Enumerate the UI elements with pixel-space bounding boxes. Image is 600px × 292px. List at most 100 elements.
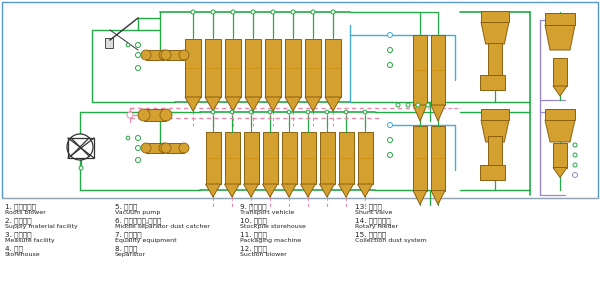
Polygon shape bbox=[301, 184, 316, 197]
Circle shape bbox=[388, 32, 392, 37]
Circle shape bbox=[388, 138, 392, 142]
Bar bbox=[205, 39, 221, 97]
Bar bbox=[105, 38, 113, 48]
Circle shape bbox=[291, 10, 295, 14]
Bar bbox=[480, 75, 505, 90]
Text: 6. 中间分离器,除尘器: 6. 中间分离器,除尘器 bbox=[115, 217, 161, 224]
Bar bbox=[481, 11, 509, 22]
Bar bbox=[305, 39, 321, 97]
Circle shape bbox=[416, 103, 420, 107]
Circle shape bbox=[127, 112, 133, 118]
Circle shape bbox=[388, 152, 392, 157]
Text: Rotary feeder: Rotary feeder bbox=[355, 224, 398, 229]
Text: Suction blower: Suction blower bbox=[240, 252, 287, 257]
Bar bbox=[320, 132, 335, 184]
Text: 1. 罗茨鼓风机: 1. 罗茨鼓风机 bbox=[5, 203, 36, 210]
Circle shape bbox=[287, 110, 291, 114]
Polygon shape bbox=[481, 22, 509, 44]
Bar bbox=[488, 135, 502, 168]
Circle shape bbox=[573, 163, 577, 167]
Text: Supply material facility: Supply material facility bbox=[5, 224, 78, 229]
Circle shape bbox=[426, 103, 430, 107]
Polygon shape bbox=[553, 86, 567, 96]
Polygon shape bbox=[488, 168, 502, 180]
Polygon shape bbox=[545, 120, 575, 142]
Text: 3. 计量设备: 3. 计量设备 bbox=[5, 231, 32, 238]
Circle shape bbox=[363, 110, 367, 114]
Bar bbox=[224, 132, 239, 184]
Text: 7. 均料装置: 7. 均料装置 bbox=[115, 231, 142, 238]
Bar bbox=[480, 165, 505, 180]
Polygon shape bbox=[431, 105, 445, 121]
Polygon shape bbox=[185, 97, 201, 111]
Bar bbox=[338, 132, 353, 184]
Polygon shape bbox=[205, 184, 221, 197]
Bar bbox=[285, 39, 301, 97]
Polygon shape bbox=[325, 97, 341, 111]
Polygon shape bbox=[431, 190, 445, 204]
Text: 2. 送料设备: 2. 送料设备 bbox=[5, 217, 32, 224]
Bar bbox=[205, 132, 221, 184]
Text: Equality equipment: Equality equipment bbox=[115, 238, 176, 243]
Bar bbox=[185, 39, 201, 97]
Polygon shape bbox=[413, 105, 427, 121]
Text: 4. 料仓: 4. 料仓 bbox=[5, 245, 23, 252]
Bar bbox=[146, 50, 164, 60]
Bar bbox=[481, 109, 509, 120]
Polygon shape bbox=[320, 184, 335, 197]
Text: Stockpile storehouse: Stockpile storehouse bbox=[240, 224, 306, 229]
Circle shape bbox=[388, 123, 392, 128]
Circle shape bbox=[141, 50, 151, 60]
Circle shape bbox=[311, 10, 315, 14]
Circle shape bbox=[136, 135, 140, 140]
Circle shape bbox=[249, 110, 253, 114]
Text: 14. 旋转供料器: 14. 旋转供料器 bbox=[355, 217, 391, 224]
Polygon shape bbox=[488, 77, 502, 90]
Circle shape bbox=[573, 153, 577, 157]
Circle shape bbox=[136, 53, 140, 58]
Text: Shunt valve: Shunt valve bbox=[355, 210, 392, 215]
Polygon shape bbox=[225, 97, 241, 111]
Circle shape bbox=[573, 143, 577, 147]
Circle shape bbox=[136, 43, 140, 48]
Circle shape bbox=[126, 136, 130, 140]
Circle shape bbox=[138, 109, 150, 121]
Polygon shape bbox=[285, 97, 301, 111]
Text: Vacuum pump: Vacuum pump bbox=[115, 210, 160, 215]
Bar bbox=[325, 39, 341, 97]
Circle shape bbox=[230, 110, 234, 114]
Bar bbox=[431, 35, 445, 105]
Bar bbox=[244, 132, 259, 184]
Polygon shape bbox=[265, 97, 281, 111]
Text: 8. 分离器: 8. 分离器 bbox=[115, 245, 137, 252]
Circle shape bbox=[306, 110, 310, 114]
Text: 9. 运输车辆: 9. 运输车辆 bbox=[240, 203, 266, 210]
Bar bbox=[245, 39, 261, 97]
Text: 11. 包装机: 11. 包装机 bbox=[240, 231, 267, 238]
Polygon shape bbox=[281, 184, 296, 197]
Circle shape bbox=[161, 50, 171, 60]
Text: 5. 真空泵: 5. 真空泵 bbox=[115, 203, 137, 210]
Bar bbox=[431, 126, 445, 190]
Polygon shape bbox=[413, 190, 427, 204]
Bar bbox=[488, 43, 502, 77]
Bar bbox=[263, 132, 277, 184]
Circle shape bbox=[325, 110, 329, 114]
Bar bbox=[225, 39, 241, 97]
Circle shape bbox=[160, 109, 172, 121]
Text: Roots blower: Roots blower bbox=[5, 210, 46, 215]
Circle shape bbox=[179, 50, 189, 60]
Circle shape bbox=[67, 134, 93, 160]
Bar bbox=[413, 35, 427, 105]
Polygon shape bbox=[205, 97, 221, 111]
Circle shape bbox=[572, 173, 577, 178]
Polygon shape bbox=[244, 184, 259, 197]
Circle shape bbox=[406, 103, 410, 107]
Circle shape bbox=[159, 143, 169, 153]
Polygon shape bbox=[224, 184, 239, 197]
Text: Collection dust system: Collection dust system bbox=[355, 238, 427, 243]
Circle shape bbox=[159, 50, 169, 60]
Circle shape bbox=[331, 10, 335, 14]
Circle shape bbox=[396, 103, 400, 107]
Bar bbox=[68, 138, 94, 158]
